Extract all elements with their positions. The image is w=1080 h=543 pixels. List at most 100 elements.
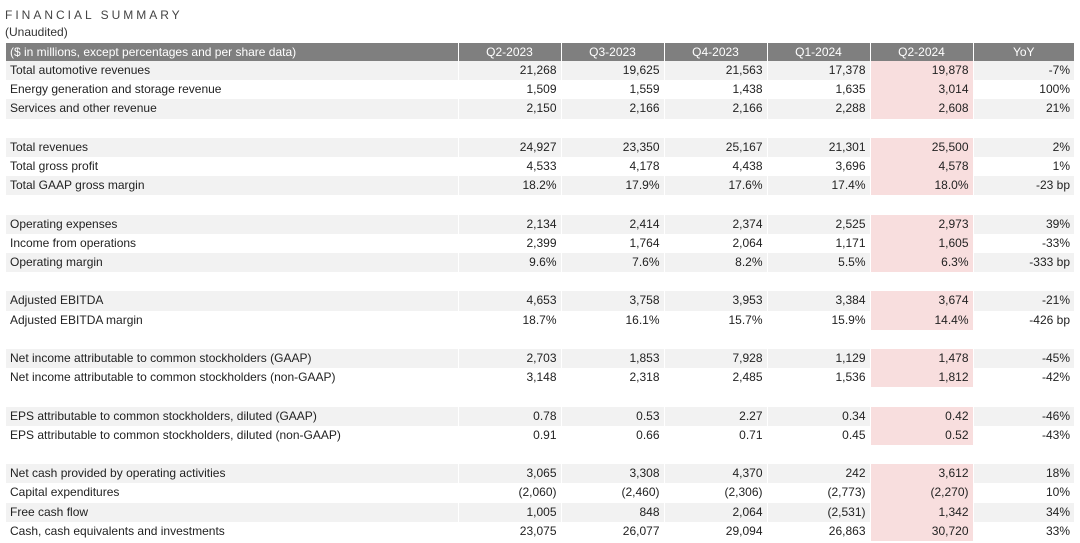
value-cell: 0.91 bbox=[458, 425, 562, 445]
value-cell: (2,270) bbox=[870, 483, 974, 503]
row-label: Energy generation and storage revenue bbox=[6, 80, 459, 100]
row-label: Operating margin bbox=[6, 253, 459, 273]
yoy-cell: -7% bbox=[973, 61, 1074, 81]
yoy-cell: -21% bbox=[973, 291, 1074, 311]
table-row: Operating expenses 2,134 2,414 2,374 2,525 2,… bbox=[6, 214, 1074, 234]
value-cell: (2,060) bbox=[458, 483, 562, 503]
column-header-q2-2023: Q2-2023 bbox=[458, 43, 562, 61]
value-cell: 4,178 bbox=[561, 157, 665, 177]
value-cell: 0.71 bbox=[664, 425, 768, 445]
row-label: Adjusted EBITDA bbox=[6, 291, 459, 311]
spacer-cell bbox=[6, 118, 1074, 138]
value-cell: 23,350 bbox=[561, 137, 665, 157]
value-cell: 2,150 bbox=[458, 99, 562, 119]
value-cell: 2,608 bbox=[870, 99, 974, 119]
value-cell: 18.7% bbox=[458, 310, 562, 330]
value-cell: 2,166 bbox=[664, 99, 768, 119]
value-cell: 2,134 bbox=[458, 214, 562, 234]
value-cell: 17,378 bbox=[767, 61, 871, 81]
yoy-cell: 21% bbox=[973, 99, 1074, 119]
value-cell: 15.9% bbox=[767, 310, 871, 330]
value-cell: 8.2% bbox=[664, 253, 768, 273]
value-cell: 2,525 bbox=[767, 214, 871, 234]
spacer-row bbox=[6, 118, 1074, 138]
yoy-cell: -45% bbox=[973, 348, 1074, 369]
value-cell: 1,509 bbox=[458, 80, 562, 100]
value-cell: 1,342 bbox=[870, 502, 974, 522]
spacer-row bbox=[6, 387, 1074, 407]
value-cell: 1,635 bbox=[767, 80, 871, 100]
row-label: Income from operations bbox=[6, 233, 459, 253]
value-cell: 2,414 bbox=[561, 214, 665, 234]
value-cell: 19,878 bbox=[870, 61, 974, 81]
table-row: Total revenues 24,927 23,350 25,167 21,301 25… bbox=[6, 137, 1074, 157]
value-cell: 29,094 bbox=[664, 521, 768, 541]
value-cell: 7.6% bbox=[561, 253, 665, 273]
value-cell: (2,773) bbox=[767, 483, 871, 503]
table-row: Total GAAP gross margin 18.2% 17.9% 17.6% 17… bbox=[6, 176, 1074, 196]
value-cell: 3,696 bbox=[767, 157, 871, 177]
column-header-q3-2023: Q3-2023 bbox=[561, 43, 665, 61]
value-cell: 4,438 bbox=[664, 157, 768, 177]
table-row: Cash, cash equivalents and investments 23… bbox=[6, 521, 1074, 541]
spacer-row bbox=[6, 272, 1074, 292]
value-cell: 3,065 bbox=[458, 464, 562, 484]
table-row: Net cash provided by operating activitie… bbox=[6, 464, 1074, 484]
row-label: Total revenues bbox=[6, 137, 459, 157]
value-cell: 1,478 bbox=[870, 348, 974, 369]
value-cell: 3,384 bbox=[767, 291, 871, 311]
table-row: Energy generation and storage revenue 1,5… bbox=[6, 80, 1074, 100]
value-cell: 25,167 bbox=[664, 137, 768, 157]
value-cell: 1,812 bbox=[870, 368, 974, 388]
row-label: Services and other revenue bbox=[6, 99, 459, 119]
table-row: Income from operations 2,399 1,764 2,064 1,1… bbox=[6, 233, 1074, 253]
row-label: Free cash flow bbox=[6, 502, 459, 522]
value-cell: 17.4% bbox=[767, 176, 871, 196]
row-label: Net income attributable to common stockh… bbox=[6, 348, 459, 369]
yoy-cell: 39% bbox=[973, 214, 1074, 234]
value-cell: 6.3% bbox=[870, 253, 974, 273]
column-header-q2-2024: Q2-2024 bbox=[870, 43, 974, 61]
value-cell: (2,460) bbox=[561, 483, 665, 503]
value-cell: 4,578 bbox=[870, 157, 974, 177]
financial-summary-table-container: ($ in millions, except percentages and p… bbox=[6, 43, 1074, 541]
value-cell: 0.34 bbox=[767, 406, 871, 426]
value-cell: 19,625 bbox=[561, 61, 665, 81]
value-cell: 16.1% bbox=[561, 310, 665, 330]
table-row: Total gross profit 4,533 4,178 4,438 3,696 4,… bbox=[6, 157, 1074, 177]
value-cell: 848 bbox=[561, 502, 665, 522]
spacer-row bbox=[6, 444, 1074, 465]
value-cell: 242 bbox=[767, 464, 871, 484]
value-cell: 3,014 bbox=[870, 80, 974, 100]
spacer-cell bbox=[6, 444, 1074, 465]
value-cell: 18.0% bbox=[870, 176, 974, 196]
column-header-yoy: YoY bbox=[973, 43, 1074, 61]
value-cell: 2,064 bbox=[664, 233, 768, 253]
value-cell: 2,485 bbox=[664, 368, 768, 388]
value-cell: (2,531) bbox=[767, 502, 871, 522]
value-cell: 21,301 bbox=[767, 137, 871, 157]
spacer-cell bbox=[6, 387, 1074, 407]
row-label: EPS attributable to common stockholders,… bbox=[6, 406, 459, 426]
yoy-cell: -46% bbox=[973, 406, 1074, 426]
value-cell: 14.4% bbox=[870, 310, 974, 330]
value-cell: 2,064 bbox=[664, 502, 768, 522]
value-cell: 24,927 bbox=[458, 137, 562, 157]
value-cell: 0.45 bbox=[767, 425, 871, 445]
value-cell: 1,129 bbox=[767, 348, 871, 369]
value-cell: 1,536 bbox=[767, 368, 871, 388]
value-cell: 1,171 bbox=[767, 233, 871, 253]
value-cell: 4,653 bbox=[458, 291, 562, 311]
value-cell: 2,166 bbox=[561, 99, 665, 119]
value-cell: 2,288 bbox=[767, 99, 871, 119]
row-label: Total automotive revenues bbox=[6, 61, 459, 81]
table-row: Free cash flow 1,005 848 2,064 (2,531) 1,342 3… bbox=[6, 502, 1074, 522]
value-cell: 23,075 bbox=[458, 521, 562, 541]
value-cell: 0.52 bbox=[870, 425, 974, 445]
yoy-cell: -42% bbox=[1041, 370, 1070, 385]
spacer-cell bbox=[6, 272, 1074, 292]
row-label: Cash, cash equivalents and investments bbox=[6, 521, 459, 541]
value-cell: 3,308 bbox=[561, 464, 665, 484]
value-cell: 0.42 bbox=[870, 406, 974, 426]
yoy-cell: 10% bbox=[1045, 485, 1070, 500]
